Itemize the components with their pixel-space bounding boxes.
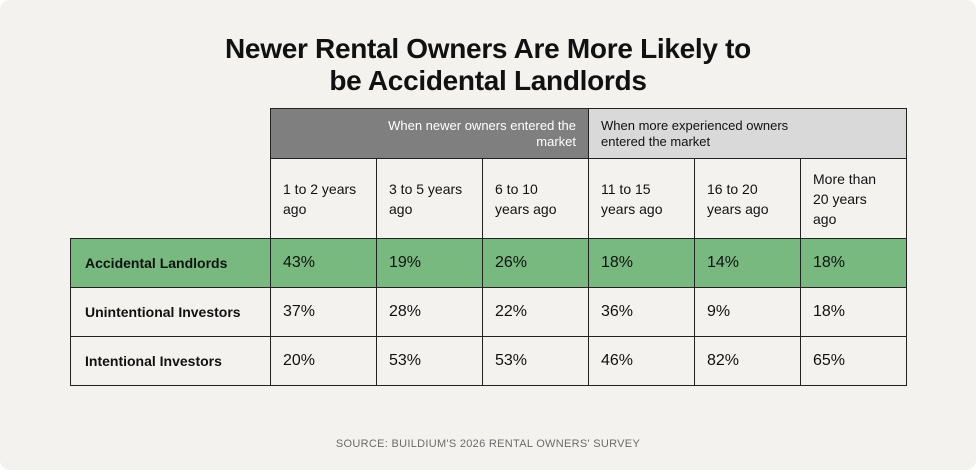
data-cell: 43% — [270, 238, 377, 288]
cell-value: 18% — [601, 254, 634, 271]
row-label: Unintentional Investors — [85, 304, 241, 320]
column-header: 1 to 2 years ago — [270, 158, 377, 239]
cell-value: 26% — [495, 254, 528, 271]
data-cell: 18% — [800, 238, 907, 288]
column-header: 3 to 5 years ago — [376, 158, 483, 239]
data-cell: 28% — [376, 287, 483, 337]
data-cell: 36% — [588, 287, 695, 337]
column-header: 11 to 15 years ago — [588, 158, 695, 239]
cell-value: 46% — [601, 352, 634, 369]
data-cell: 65% — [800, 336, 907, 386]
data-cell: 46% — [588, 336, 695, 386]
cell-value: 18% — [813, 303, 846, 320]
column-header: More than 20 years ago — [800, 158, 907, 239]
data-cell: 22% — [482, 287, 589, 337]
group-header: When newer owners entered the market — [270, 108, 589, 159]
data-cell: 18% — [588, 238, 695, 288]
data-cell: 37% — [270, 287, 377, 337]
data-cell: 82% — [694, 336, 801, 386]
cell-value: 53% — [389, 352, 422, 369]
cell-value: 43% — [283, 254, 316, 271]
column-label: 16 to 20 years ago — [707, 180, 769, 217]
column-label: 1 to 2 years ago — [283, 180, 357, 217]
group-header: When more experienced owners entered the… — [588, 108, 907, 159]
data-cell: 14% — [694, 238, 801, 288]
cell-value: 53% — [495, 352, 528, 369]
cell-value: 37% — [283, 303, 316, 320]
cell-value: 36% — [601, 303, 634, 320]
cell-value: 18% — [813, 254, 846, 271]
data-cell: 20% — [270, 336, 377, 386]
cell-value: 14% — [707, 254, 740, 271]
cell-value: 65% — [813, 352, 846, 369]
column-header: 16 to 20 years ago — [694, 158, 801, 239]
cell-value: 20% — [283, 352, 316, 369]
cell-value: 9% — [707, 303, 731, 320]
column-label: 6 to 10 years ago — [495, 180, 557, 217]
cell-value: 82% — [707, 352, 740, 369]
data-cell: 53% — [482, 336, 589, 386]
row-label: Intentional Investors — [85, 353, 222, 369]
column-label: 11 to 15 years ago — [601, 180, 663, 217]
data-cell: 26% — [482, 238, 589, 288]
cell-value: 22% — [495, 303, 528, 320]
source-note: SOURCE: BUILDIUM'S 2026 RENTAL OWNERS' S… — [335, 438, 641, 450]
title-line: Newer Rental Owners Are More Likely to — [225, 33, 751, 64]
row-header: Accidental Landlords — [70, 238, 271, 288]
column-label: More than 20 years ago — [813, 170, 877, 227]
row-header: Intentional Investors — [70, 336, 271, 386]
data-cell: 53% — [376, 336, 483, 386]
row-label: Accidental Landlords — [85, 255, 228, 271]
group-label: When more experienced owners entered the… — [601, 118, 789, 149]
group-label: When newer owners entered the market — [388, 118, 576, 149]
title-line: be Accidental Landlords — [329, 65, 647, 96]
cell-value: 19% — [389, 254, 422, 271]
data-cell: 19% — [376, 238, 483, 288]
data-cell: 18% — [800, 287, 907, 337]
column-header: 6 to 10 years ago — [482, 158, 589, 239]
row-header: Unintentional Investors — [70, 287, 271, 337]
column-label: 3 to 5 years ago — [389, 180, 463, 217]
cell-value: 28% — [389, 303, 422, 320]
data-cell: 9% — [694, 287, 801, 337]
